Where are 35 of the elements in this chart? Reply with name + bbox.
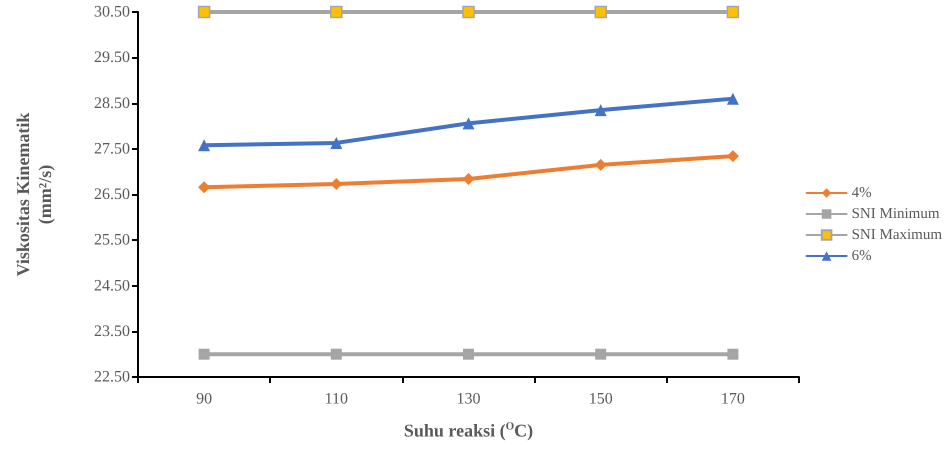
- point: [330, 136, 342, 149]
- legend-label: 4%: [852, 185, 872, 201]
- y-tick-label: 30.50: [94, 4, 130, 20]
- y-tick-label: 29.50: [94, 49, 130, 66]
- point: [198, 348, 210, 360]
- y-tick-label: 27.50: [94, 140, 130, 158]
- legend-label: SNI Minimum: [852, 206, 940, 222]
- y-tick-label: 26.50: [94, 186, 130, 203]
- y-axis-title: Viskositas Kinematik (mm²/s): [13, 112, 55, 276]
- point: [330, 348, 342, 360]
- point: [726, 92, 739, 105]
- x-tick-label: 130: [456, 390, 480, 408]
- y-tick-label: 28.50: [94, 94, 130, 112]
- x-tick-label: 110: [324, 390, 348, 408]
- point: [594, 104, 607, 116]
- x-tick-label: 90: [196, 390, 212, 408]
- point: [462, 117, 474, 130]
- point: [594, 6, 607, 18]
- legend-label: SNI Maximum: [852, 227, 942, 243]
- point: [462, 172, 474, 185]
- x-tick-label: 170: [720, 390, 745, 408]
- legend-label: 6%: [852, 248, 872, 264]
- y-tick-label: 24.50: [94, 277, 130, 294]
- point: [198, 6, 210, 18]
- point: [463, 348, 474, 360]
- point: [462, 6, 475, 18]
- point: [595, 348, 606, 360]
- point: [198, 139, 210, 152]
- point: [727, 348, 738, 360]
- x-tick-label: 150: [588, 390, 613, 408]
- point: [726, 6, 740, 18]
- y-tick-label: 23.50: [94, 322, 130, 340]
- y-tick-label: 25.50: [94, 232, 130, 249]
- point: [330, 6, 343, 18]
- y-tick-label: 22.50: [94, 368, 130, 386]
